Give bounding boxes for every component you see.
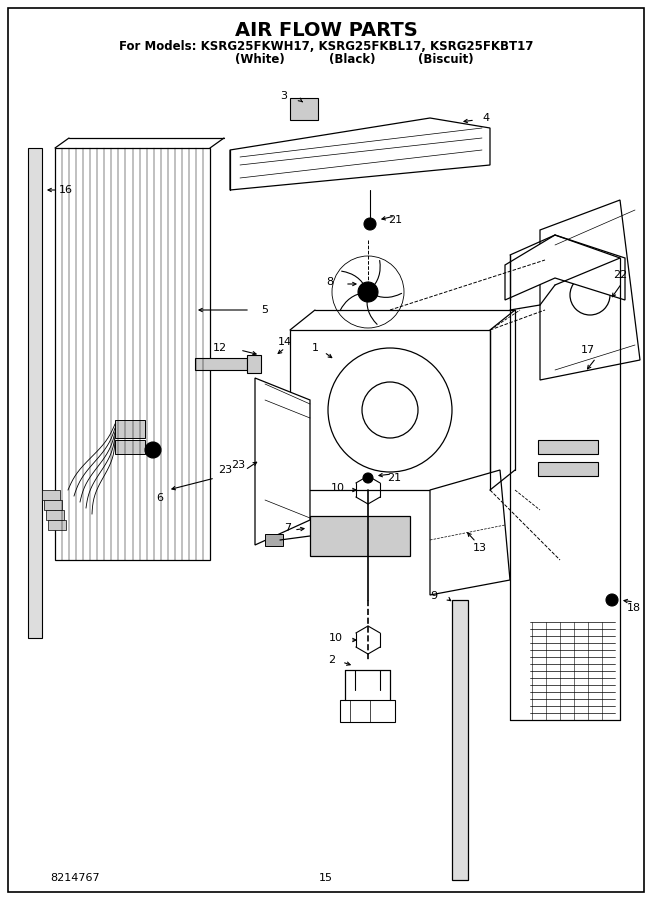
- Polygon shape: [505, 235, 625, 300]
- Bar: [115, 420, 145, 438]
- Text: 17: 17: [581, 345, 595, 355]
- Polygon shape: [255, 378, 310, 545]
- Text: AIR FLOW PARTS: AIR FLOW PARTS: [235, 21, 417, 40]
- Bar: [195, 358, 247, 370]
- Text: 1: 1: [312, 343, 318, 353]
- Bar: [55, 148, 210, 560]
- Text: (Biscuit): (Biscuit): [418, 53, 474, 67]
- Text: 6: 6: [156, 493, 164, 503]
- Circle shape: [363, 473, 373, 483]
- Circle shape: [145, 442, 161, 458]
- Bar: [48, 520, 66, 530]
- Bar: [265, 534, 283, 546]
- Bar: [310, 516, 410, 556]
- Bar: [452, 600, 468, 880]
- Bar: [28, 148, 42, 638]
- Text: 16: 16: [59, 185, 73, 195]
- Text: 10: 10: [331, 483, 345, 493]
- Text: 23: 23: [218, 465, 232, 475]
- Text: (White): (White): [235, 53, 285, 67]
- Circle shape: [606, 594, 618, 606]
- Bar: [340, 700, 395, 722]
- Polygon shape: [540, 200, 640, 380]
- Text: 22: 22: [613, 270, 627, 280]
- Polygon shape: [430, 470, 510, 595]
- Text: 5: 5: [261, 305, 269, 315]
- Bar: [247, 355, 261, 373]
- Text: 8: 8: [327, 277, 334, 287]
- Text: 4: 4: [482, 113, 490, 123]
- Text: 23: 23: [231, 460, 245, 470]
- Text: 7: 7: [284, 523, 291, 533]
- Circle shape: [364, 218, 376, 230]
- Bar: [290, 98, 318, 120]
- Bar: [538, 462, 598, 476]
- Text: For Models: KSRG25FKWH17, KSRG25FKBL17, KSRG25FKBT17: For Models: KSRG25FKWH17, KSRG25FKBL17, …: [119, 40, 533, 53]
- Bar: [290, 330, 490, 490]
- Text: 3: 3: [280, 91, 288, 101]
- Text: 21: 21: [388, 215, 402, 225]
- Text: 21: 21: [387, 473, 401, 483]
- Text: 12: 12: [213, 343, 227, 353]
- Polygon shape: [230, 118, 490, 190]
- Bar: [42, 490, 60, 500]
- Bar: [46, 510, 64, 520]
- Text: 13: 13: [473, 543, 487, 553]
- Text: 9: 9: [430, 591, 437, 601]
- Text: 15: 15: [319, 873, 333, 883]
- Text: 14: 14: [278, 337, 292, 347]
- Bar: [538, 440, 598, 454]
- Text: 8214767: 8214767: [50, 873, 100, 883]
- Circle shape: [358, 282, 378, 302]
- Text: (Black): (Black): [329, 53, 376, 67]
- Text: 10: 10: [329, 633, 343, 643]
- Text: 18: 18: [627, 603, 641, 613]
- Text: 2: 2: [329, 655, 336, 665]
- Bar: [44, 500, 62, 510]
- Bar: [115, 440, 145, 454]
